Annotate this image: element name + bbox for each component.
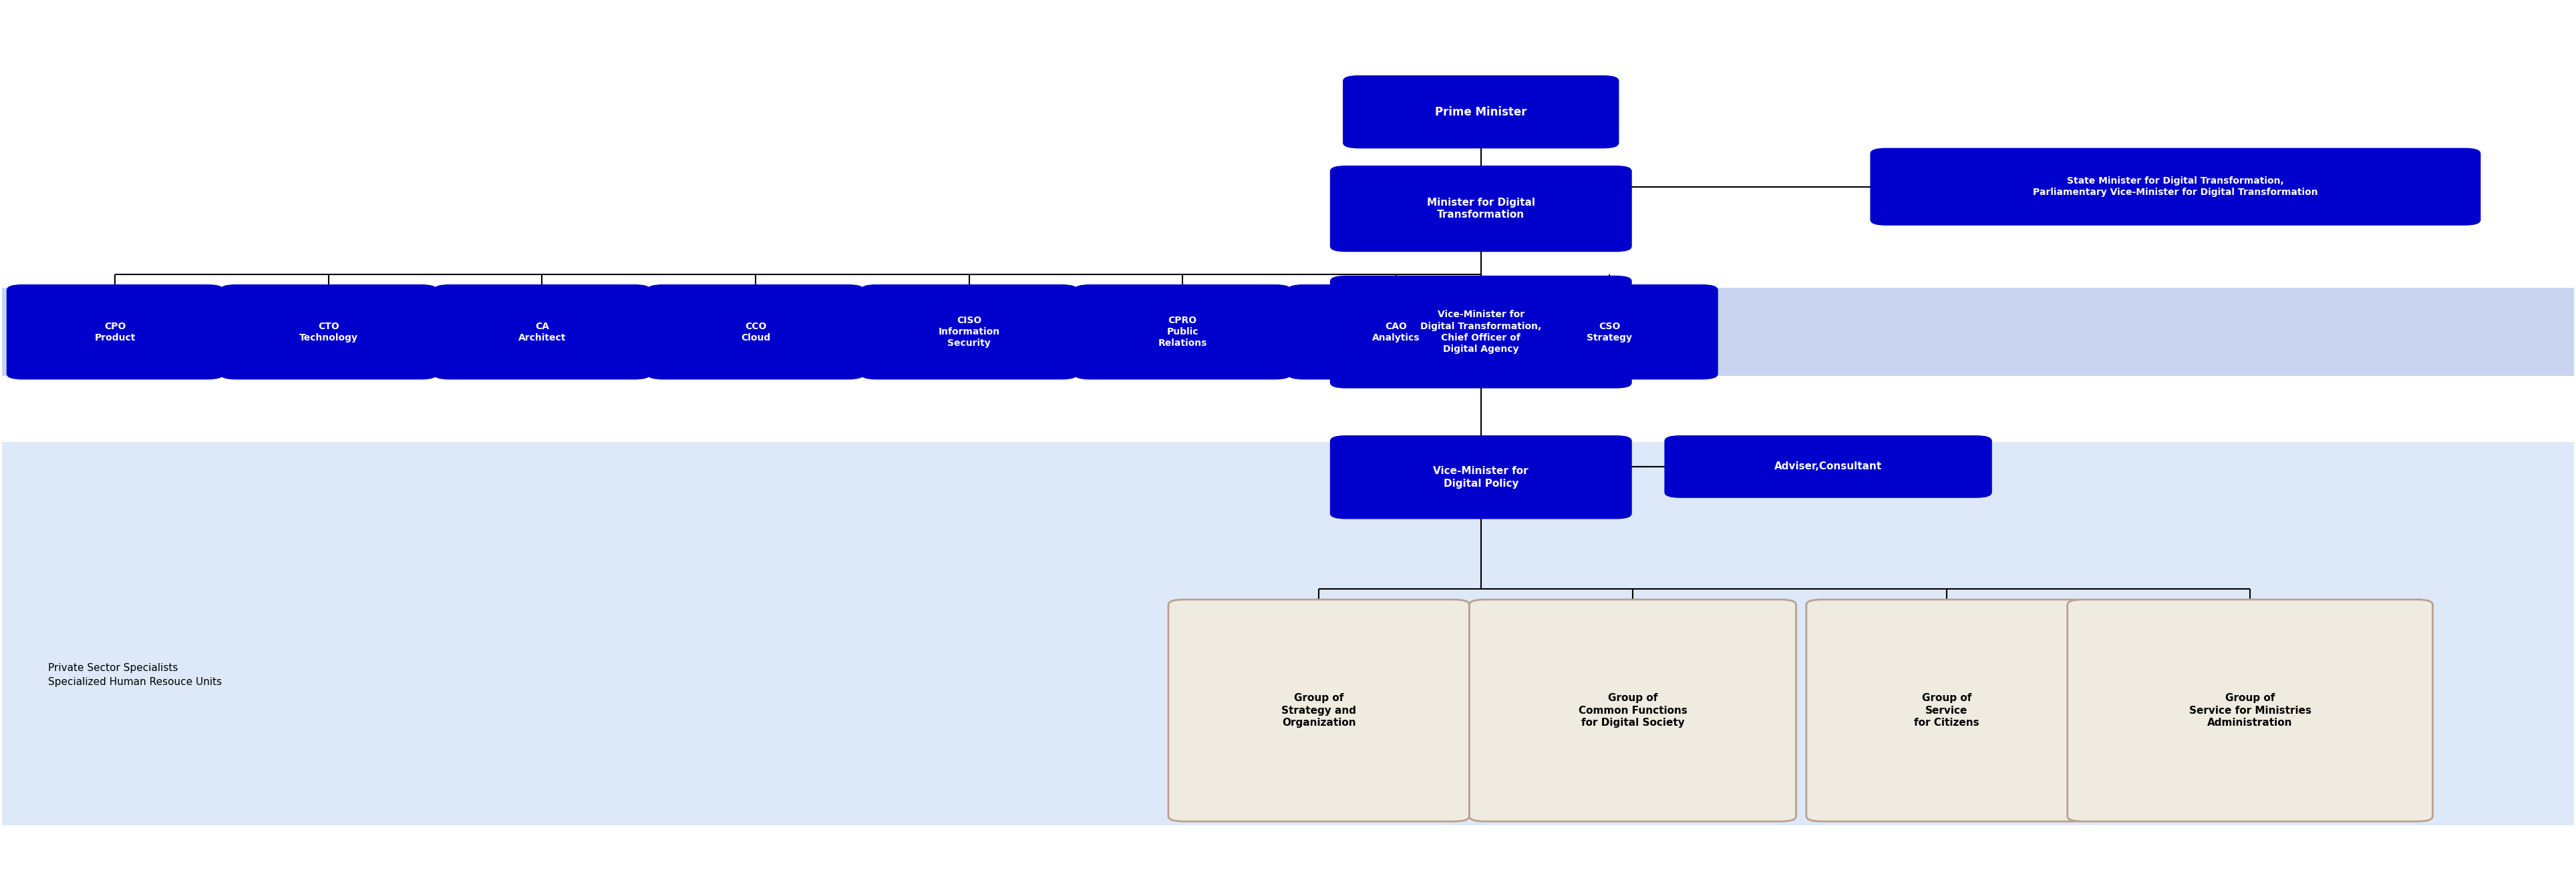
Text: Minister for Digital
Transformation: Minister for Digital Transformation: [1427, 197, 1535, 220]
Text: Vice-Minister for
Digital Policy: Vice-Minister for Digital Policy: [1432, 466, 1528, 489]
FancyBboxPatch shape: [1664, 436, 1991, 498]
Text: Group of
Service
for Citizens: Group of Service for Citizens: [1914, 693, 1978, 728]
Bar: [3, 288, 2573, 376]
Bar: [3, 442, 2573, 825]
FancyBboxPatch shape: [1468, 599, 1795, 821]
FancyBboxPatch shape: [1329, 436, 1631, 519]
FancyBboxPatch shape: [8, 285, 224, 379]
Text: Adviser,Consultant: Adviser,Consultant: [1775, 461, 1883, 472]
FancyBboxPatch shape: [1342, 76, 1618, 148]
FancyBboxPatch shape: [2069, 599, 2432, 821]
FancyBboxPatch shape: [433, 285, 649, 379]
FancyBboxPatch shape: [1870, 149, 2481, 225]
Text: CISO
Information
Security: CISO Information Security: [938, 316, 999, 348]
Text: State Minister for Digital Transformation,
Parliamentary Vice-Minister for Digit: State Minister for Digital Transformatio…: [2032, 176, 2318, 197]
Text: CA
Architect: CA Architect: [518, 322, 567, 342]
Text: Group of
Strategy and
Organization: Group of Strategy and Organization: [1280, 693, 1358, 728]
FancyBboxPatch shape: [1329, 276, 1631, 388]
Text: CPRO
Public
Relations: CPRO Public Relations: [1159, 316, 1208, 348]
FancyBboxPatch shape: [647, 285, 863, 379]
Text: CCO
Cloud: CCO Cloud: [742, 322, 770, 342]
Text: Group of
Service for Ministries
Administration: Group of Service for Ministries Administ…: [2190, 693, 2311, 728]
Text: CSO
Strategy: CSO Strategy: [1587, 322, 1633, 342]
FancyBboxPatch shape: [1502, 285, 1718, 379]
Text: Prime Minister: Prime Minister: [1435, 106, 1528, 118]
FancyBboxPatch shape: [1329, 166, 1631, 251]
Text: Group of
Common Functions
for Digital Society: Group of Common Functions for Digital So…: [1579, 693, 1687, 728]
FancyBboxPatch shape: [1074, 285, 1291, 379]
Text: Vice-Minister for
Digital Transformation,
Chief Officer of
Digital Agency: Vice-Minister for Digital Transformation…: [1419, 310, 1540, 354]
FancyBboxPatch shape: [1806, 599, 2087, 821]
Text: CPO
Product: CPO Product: [95, 322, 137, 342]
Text: CTO
Technology: CTO Technology: [299, 322, 358, 342]
FancyBboxPatch shape: [222, 285, 435, 379]
Text: CAO
Analytics: CAO Analytics: [1373, 322, 1419, 342]
FancyBboxPatch shape: [1288, 285, 1504, 379]
FancyBboxPatch shape: [860, 285, 1077, 379]
Text: Private Sector Specialists
Specialized Human Resouce Units: Private Sector Specialists Specialized H…: [49, 663, 222, 687]
FancyBboxPatch shape: [1170, 599, 1468, 821]
